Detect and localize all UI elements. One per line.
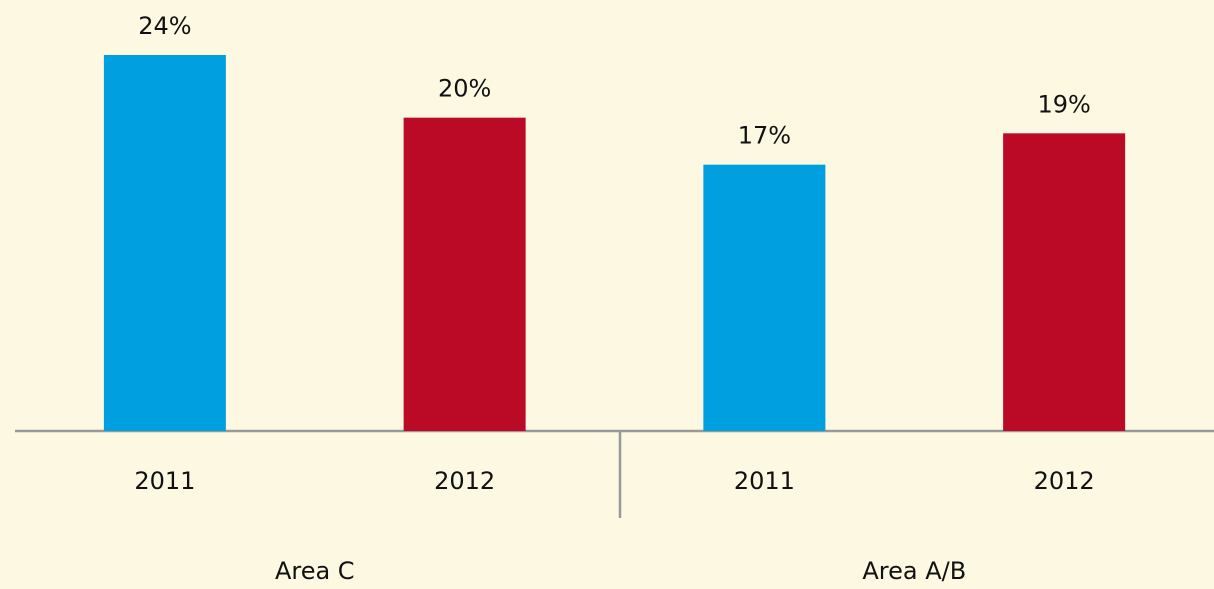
group-label: Area A/B bbox=[862, 557, 966, 585]
bar bbox=[403, 117, 526, 432]
group-label: Area C bbox=[275, 557, 355, 585]
value-label: 19% bbox=[1037, 90, 1090, 118]
value-label: 17% bbox=[738, 122, 791, 150]
x-tick-label: 2012 bbox=[434, 467, 495, 495]
bar bbox=[103, 55, 226, 431]
x-tick-label: 2012 bbox=[1034, 467, 1095, 495]
bar bbox=[1003, 133, 1126, 432]
value-label: 24% bbox=[138, 12, 191, 40]
bar bbox=[703, 164, 826, 431]
x-tick-label: 2011 bbox=[734, 467, 795, 495]
value-label: 20% bbox=[438, 75, 491, 103]
x-tick-label: 2011 bbox=[134, 467, 195, 495]
